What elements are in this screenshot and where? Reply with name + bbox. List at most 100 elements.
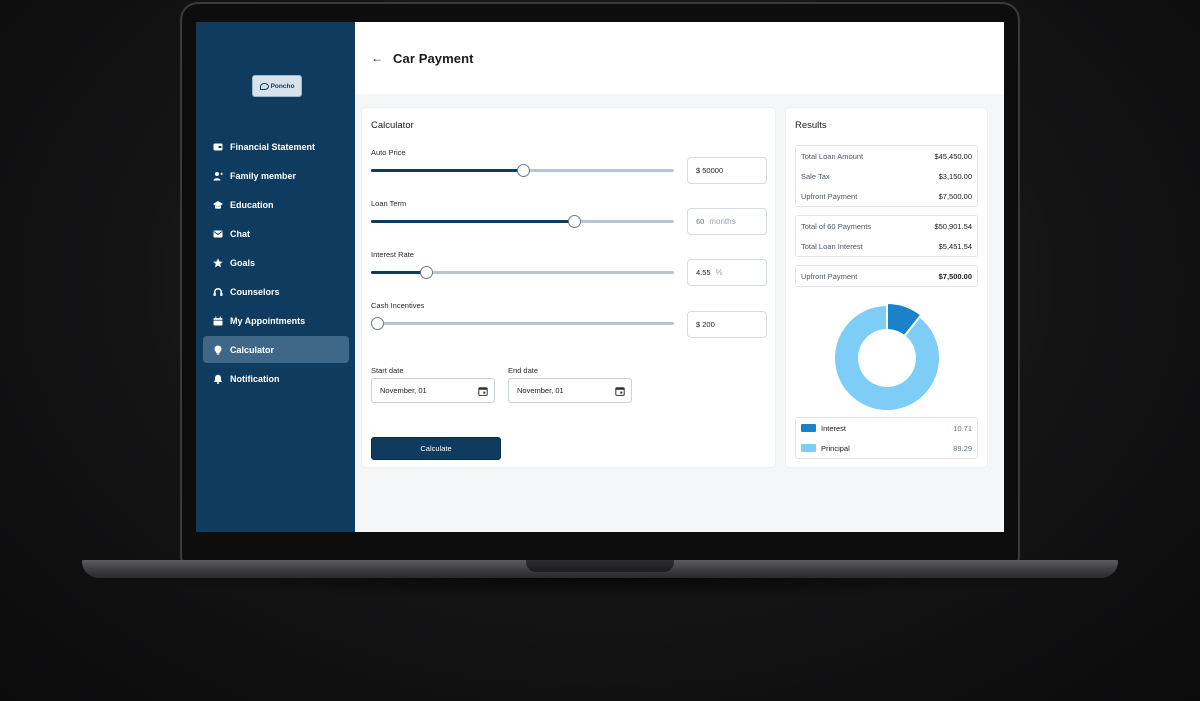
- result-label: Total Loan Amount: [801, 151, 864, 161]
- sidebar-nav: Financial Statement Family member Educat…: [203, 133, 349, 394]
- sidebar-item-label: Education: [230, 199, 274, 210]
- results-title: Results: [795, 120, 827, 131]
- sidebar-item-label: Calculator: [230, 344, 275, 355]
- legend-value: 10.71: [953, 423, 972, 433]
- result-label: Total of 60 Payments: [801, 221, 872, 231]
- sidebar-item-my-appointments[interactable]: My Appointments: [203, 307, 349, 334]
- result-row: Total Loan Interest $5,451.54: [796, 236, 977, 256]
- page-header: ← Car Payment: [355, 22, 1004, 94]
- main-content: ← Car Payment Calculator Auto Price $ 50…: [355, 22, 1004, 532]
- loan-term-value: 60: [696, 217, 705, 226]
- family-icon: [213, 171, 223, 181]
- result-value: $5,451.54: [938, 241, 972, 251]
- logo-mark-icon: [259, 82, 269, 90]
- end-date-input[interactable]: November, 01: [508, 378, 632, 403]
- result-label: Total Loan Interest: [801, 241, 863, 251]
- graduation-cap-icon: [213, 200, 223, 210]
- loan-term-slider[interactable]: [371, 215, 674, 228]
- sidebar: Poncho Financial Statement Family member…: [196, 22, 355, 532]
- slider-fill: [371, 220, 574, 223]
- result-value: $3,150.00: [938, 171, 972, 181]
- result-value: $7,500.00: [938, 271, 972, 281]
- loan-term-label: Loan Term: [371, 199, 407, 208]
- logo[interactable]: Poncho: [252, 75, 302, 97]
- sidebar-item-counselors[interactable]: Counselors: [203, 278, 349, 305]
- sidebar-item-label: Family member: [230, 170, 297, 181]
- legend-label: Principal: [821, 443, 850, 453]
- result-label: Upfront Payment: [801, 191, 858, 201]
- auto-price-slider[interactable]: [371, 164, 674, 177]
- sidebar-item-goals[interactable]: Goals: [203, 249, 349, 276]
- sidebar-item-label: Notification: [230, 373, 280, 384]
- sidebar-item-label: My Appointments: [230, 315, 306, 326]
- results-summary-group: Total Loan Amount $45,450.00 Sale Tax $3…: [795, 145, 978, 207]
- slider-thumb[interactable]: [516, 164, 530, 177]
- slider-thumb[interactable]: [419, 266, 433, 279]
- results-card: Results Total Loan Amount $45,450.00 Sal…: [786, 108, 987, 467]
- interest-rate-slider[interactable]: [371, 266, 674, 279]
- legend-label: Interest: [821, 423, 847, 433]
- result-row: Total of 60 Payments $50,901.54: [796, 216, 977, 236]
- donut-slice-principal: [833, 303, 941, 412]
- result-row: Upfront Payment $7,500.00: [796, 266, 977, 286]
- result-row: Total Loan Amount $45,450.00: [796, 146, 977, 166]
- lightbulb-icon: [213, 345, 223, 355]
- bell-icon: [213, 374, 223, 384]
- loan-term-unit: months: [709, 217, 736, 226]
- slider-fill: [371, 271, 426, 274]
- end-date-value: November, 01: [517, 386, 564, 395]
- legend-swatch: [801, 444, 816, 452]
- sidebar-item-financial-statement[interactable]: Financial Statement: [203, 133, 349, 160]
- result-value: $50,901.54: [934, 221, 972, 231]
- legend-value: 89.29: [953, 443, 972, 453]
- sidebar-item-chat[interactable]: Chat: [203, 220, 349, 247]
- sidebar-item-family-member[interactable]: Family member: [203, 162, 349, 189]
- results-upfront-group: Upfront Payment $7,500.00: [795, 265, 978, 287]
- sidebar-item-notification[interactable]: Notification: [203, 365, 349, 392]
- calculator-title: Calculator: [371, 120, 414, 131]
- sidebar-item-label: Goals: [230, 257, 256, 268]
- cash-incentives-value: $ 200: [696, 320, 715, 329]
- start-date-label: Start date: [371, 366, 404, 375]
- logo-text: Poncho: [270, 82, 295, 90]
- slider-thumb[interactable]: [371, 317, 385, 330]
- interest-principal-donut-chart: [833, 303, 941, 412]
- slider-thumb[interactable]: [568, 215, 581, 228]
- result-row: Sale Tax $3,150.00: [796, 166, 977, 186]
- wallet-icon: [213, 142, 223, 152]
- legend-item-interest: Interest 10.71: [796, 418, 977, 438]
- result-value: $45,450.00: [934, 151, 972, 161]
- end-date-label: End date: [508, 366, 539, 375]
- cash-incentives-input[interactable]: $ 200: [687, 311, 767, 338]
- calendar-icon[interactable]: [615, 386, 625, 396]
- slider-fill: [371, 169, 523, 172]
- auto-price-label: Auto Price: [371, 148, 406, 157]
- calculate-button[interactable]: Calculate: [371, 437, 501, 460]
- result-label: Sale Tax: [801, 171, 830, 181]
- auto-price-value: $ 50000: [696, 166, 724, 175]
- calendar-icon: [213, 316, 223, 326]
- mail-icon: [213, 229, 223, 239]
- result-label: Upfront Payment: [801, 271, 858, 281]
- start-date-input[interactable]: November, 01: [371, 378, 495, 403]
- loan-term-input[interactable]: 60 months: [687, 208, 767, 235]
- auto-price-input[interactable]: $ 50000: [687, 157, 767, 184]
- interest-rate-label: Interest Rate: [371, 250, 414, 259]
- sidebar-item-label: Chat: [230, 228, 250, 239]
- sidebar-item-education[interactable]: Education: [203, 191, 349, 218]
- result-value: $7,500.00: [938, 191, 972, 201]
- laptop-shadow: [120, 578, 1080, 600]
- back-arrow-icon[interactable]: ←: [371, 51, 383, 65]
- star-icon: [213, 257, 223, 268]
- interest-rate-input[interactable]: 4.55 %: [687, 259, 767, 286]
- results-payments-group: Total of 60 Payments $50,901.54 Total Lo…: [795, 215, 978, 257]
- app-screen: Poncho Financial Statement Family member…: [196, 22, 1004, 532]
- page-title: Car Payment: [393, 50, 474, 66]
- sidebar-item-calculator[interactable]: Calculator: [203, 336, 349, 363]
- cash-incentives-slider[interactable]: [371, 317, 674, 330]
- interest-rate-value: 4.55: [696, 268, 711, 277]
- legend-item-principal: Principal 89.29: [796, 438, 977, 458]
- calendar-icon[interactable]: [478, 386, 488, 396]
- sidebar-item-label: Counselors: [230, 286, 280, 297]
- interest-rate-unit: %: [715, 268, 723, 277]
